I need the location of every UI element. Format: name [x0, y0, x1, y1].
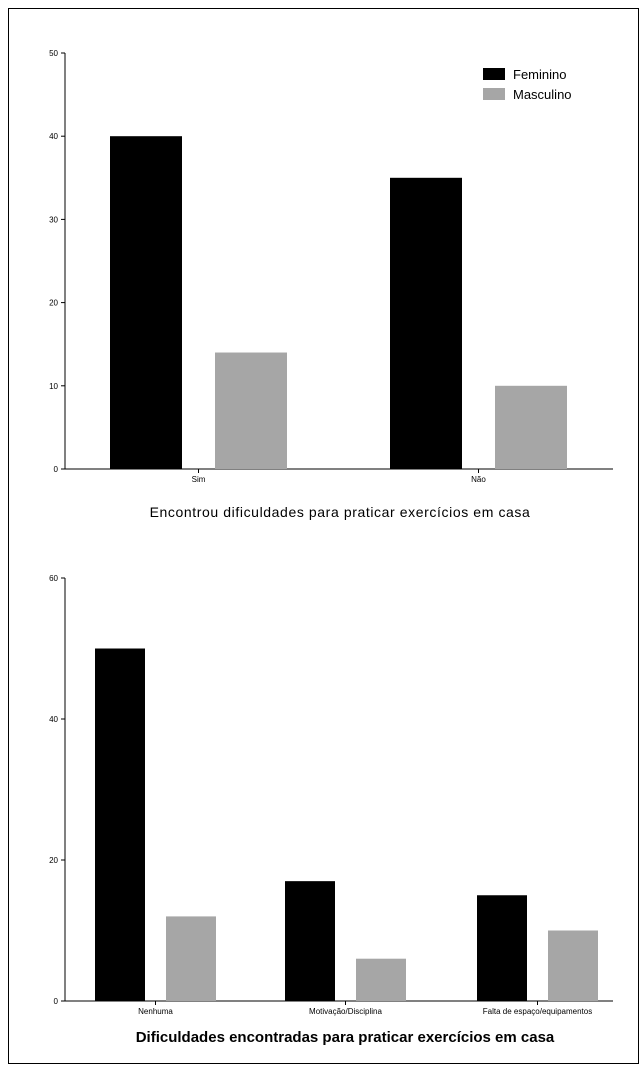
y-tick-label: 50	[49, 49, 58, 58]
legend-label-masculino: Masculino	[513, 87, 572, 102]
bar-feminino-1	[110, 136, 182, 469]
y-tick-label: 40	[49, 715, 58, 724]
bar-masculino-3	[548, 930, 598, 1001]
bar-masculino-2	[356, 958, 406, 1001]
y-tick-label: 40	[49, 132, 58, 141]
chart-1-title: Encontrou dificuldades para praticar exe…	[150, 504, 531, 520]
bar-masculino-1	[166, 916, 216, 1001]
legend-swatch-feminino	[483, 68, 505, 80]
y-tick-label: 10	[49, 382, 58, 391]
y-tick-label: 20	[49, 856, 58, 865]
chart-2-difficulty-types: 0 20 40 60 Nenhuma Motivação/Disciplina Falta …	[49, 574, 613, 1016]
bar-feminino-2	[390, 177, 462, 470]
y-tick-label: 60	[49, 574, 58, 583]
x-tick-label: Não	[471, 475, 486, 484]
bar-feminino-3	[477, 895, 527, 1001]
legend-label-feminino: Feminino	[513, 67, 566, 82]
x-tick-label: Nenhuma	[138, 1007, 173, 1016]
chart-1-difficulty-yes-no: 0 10 20 30 40 50 Sim Não Feminino Masculino	[49, 49, 613, 484]
x-tick-label: Sim	[192, 475, 206, 484]
y-tick-label: 20	[49, 299, 58, 308]
bar-masculino-1	[215, 352, 287, 469]
x-tick-label: Motivação/Disciplina	[309, 1007, 382, 1016]
bar-masculino-2	[495, 385, 567, 469]
y-tick-label: 0	[54, 465, 59, 474]
y-tick-label: 30	[49, 215, 58, 224]
chart-2-title: Dificuldades encontradas para praticar e…	[136, 1029, 555, 1046]
legend-swatch-masculino	[483, 88, 505, 100]
bar-feminino-1	[95, 648, 145, 1001]
bar-feminino-2	[285, 881, 335, 1001]
x-tick-label: Falta de espaço/equipamentos	[483, 1007, 592, 1016]
y-tick-label: 0	[54, 997, 59, 1006]
